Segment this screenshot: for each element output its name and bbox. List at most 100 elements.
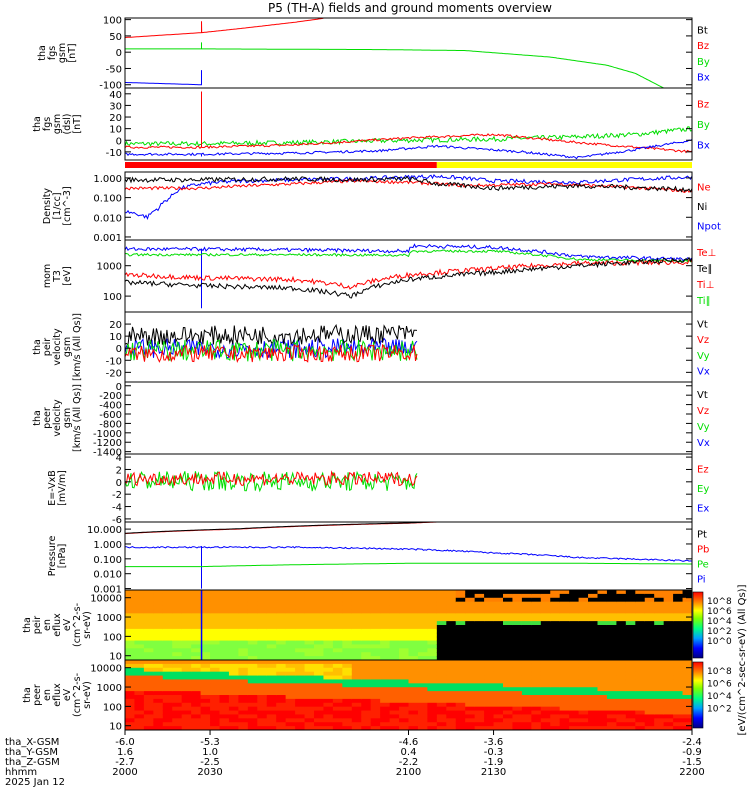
heatmap-cell bbox=[417, 691, 428, 696]
heatmap-cell bbox=[484, 644, 495, 649]
heatmap-cell bbox=[143, 710, 154, 716]
heatmap-cell bbox=[304, 656, 315, 660]
heatmap-cell bbox=[503, 590, 514, 595]
heatmap-cell bbox=[673, 597, 684, 603]
heatmap-cell bbox=[635, 640, 646, 646]
heatmap-cell bbox=[635, 710, 646, 716]
heatmap-cell bbox=[380, 656, 391, 660]
heatmap-cell bbox=[134, 613, 145, 618]
heatmap-cell bbox=[673, 590, 684, 595]
heatmap-cell bbox=[474, 656, 485, 660]
heatmap-cell bbox=[285, 605, 296, 611]
heatmap-cell bbox=[644, 663, 655, 669]
heatmap-cell bbox=[210, 663, 221, 669]
heatmap-cell bbox=[257, 605, 268, 611]
heatmap-cell bbox=[285, 601, 296, 607]
heatmap-cell bbox=[540, 679, 551, 684]
heatmap-cell bbox=[332, 656, 343, 660]
heatmap-cell bbox=[427, 609, 438, 614]
heatmap-cell bbox=[408, 726, 419, 730]
heatmap-cell bbox=[531, 722, 542, 727]
heatmap-cell bbox=[257, 601, 268, 607]
heatmap-cell bbox=[238, 628, 249, 634]
heatmap-cell bbox=[654, 621, 665, 626]
heatmap-cell bbox=[455, 601, 466, 607]
heatmap-cell bbox=[654, 722, 665, 727]
heatmap-cell bbox=[474, 625, 485, 630]
heatmap-cell bbox=[606, 609, 617, 614]
heatmap-cell bbox=[484, 601, 495, 607]
heatmap-cell bbox=[663, 714, 674, 719]
heatmap-cell bbox=[654, 609, 665, 614]
heatmap-cell bbox=[654, 605, 665, 611]
heatmap-cell bbox=[181, 683, 192, 688]
heatmap-cell bbox=[266, 675, 277, 681]
heatmap-cell bbox=[257, 660, 268, 665]
heatmap-cell bbox=[588, 691, 599, 696]
series-line bbox=[125, 249, 692, 263]
heatmap-cell bbox=[134, 714, 145, 719]
heatmap-cell bbox=[210, 698, 221, 704]
y-axis-label-line: tha bbox=[32, 116, 43, 132]
heatmap-cell bbox=[181, 640, 192, 646]
heatmap-cell bbox=[247, 628, 258, 634]
heatmap-cell bbox=[512, 679, 523, 684]
heatmap-cell bbox=[465, 687, 476, 692]
heatmap-cell bbox=[238, 671, 249, 677]
heatmap-cell bbox=[295, 691, 306, 696]
heatmap-cell bbox=[446, 702, 457, 708]
heatmap-cell bbox=[531, 695, 542, 700]
heatmap-cell bbox=[644, 656, 655, 660]
heatmap-cell bbox=[606, 625, 617, 630]
heatmap-cell bbox=[578, 691, 589, 696]
heatmap-cell bbox=[351, 663, 362, 669]
heatmap-cell bbox=[417, 683, 428, 688]
heatmap-cell bbox=[153, 609, 164, 614]
heatmap-cell bbox=[247, 613, 258, 618]
heatmap-cell bbox=[521, 640, 532, 646]
heatmap-cell bbox=[597, 726, 608, 730]
heatmap-cell bbox=[399, 687, 410, 692]
heatmap-cell bbox=[314, 609, 325, 614]
heatmap-cell bbox=[654, 597, 665, 603]
heatmap-cell bbox=[503, 652, 514, 657]
heatmap-cell bbox=[569, 590, 580, 595]
heatmap-cell bbox=[257, 679, 268, 684]
heatmap-cell bbox=[446, 714, 457, 719]
y-axis-label: thapeirvelocitygsm[km/s (All Qs)] bbox=[32, 313, 83, 381]
heatmap-cell bbox=[408, 663, 419, 669]
heatmap-cell bbox=[578, 702, 589, 708]
heatmap-cell bbox=[654, 698, 665, 704]
heatmap-cell bbox=[503, 601, 514, 607]
heatmap-cell bbox=[597, 679, 608, 684]
y-axis-label-line: tha bbox=[37, 45, 48, 61]
heatmap-cell bbox=[257, 691, 268, 696]
heatmap-cell bbox=[380, 726, 391, 730]
heatmap-cell bbox=[266, 718, 277, 723]
heatmap-cell bbox=[540, 671, 551, 677]
heatmap-cell bbox=[606, 710, 617, 716]
heatmap-cell bbox=[143, 652, 154, 657]
heatmap-cell bbox=[578, 590, 589, 595]
heatmap-cell bbox=[200, 621, 211, 626]
heatmap-cell bbox=[474, 698, 485, 704]
heatmap-cell bbox=[446, 691, 457, 696]
heatmap-cell bbox=[332, 706, 343, 712]
heatmap-cell bbox=[361, 628, 372, 634]
heatmap-cell bbox=[484, 679, 495, 684]
heatmap-cell bbox=[228, 706, 239, 712]
heatmap-cell bbox=[323, 698, 334, 704]
heatmap-cell bbox=[389, 663, 400, 669]
heatmap-cell bbox=[257, 718, 268, 723]
heatmap-cell bbox=[474, 667, 485, 673]
heatmap-cell bbox=[323, 644, 334, 649]
heatmap-cell bbox=[304, 726, 315, 730]
heatmap-cell bbox=[219, 613, 230, 618]
y-tick-label: 50 bbox=[109, 32, 122, 43]
heatmap-cell bbox=[153, 625, 164, 630]
heatmap-cell bbox=[380, 718, 391, 723]
heatmap-cell bbox=[143, 609, 154, 614]
heatmap-cell bbox=[417, 714, 428, 719]
heatmap-cell bbox=[625, 617, 636, 622]
